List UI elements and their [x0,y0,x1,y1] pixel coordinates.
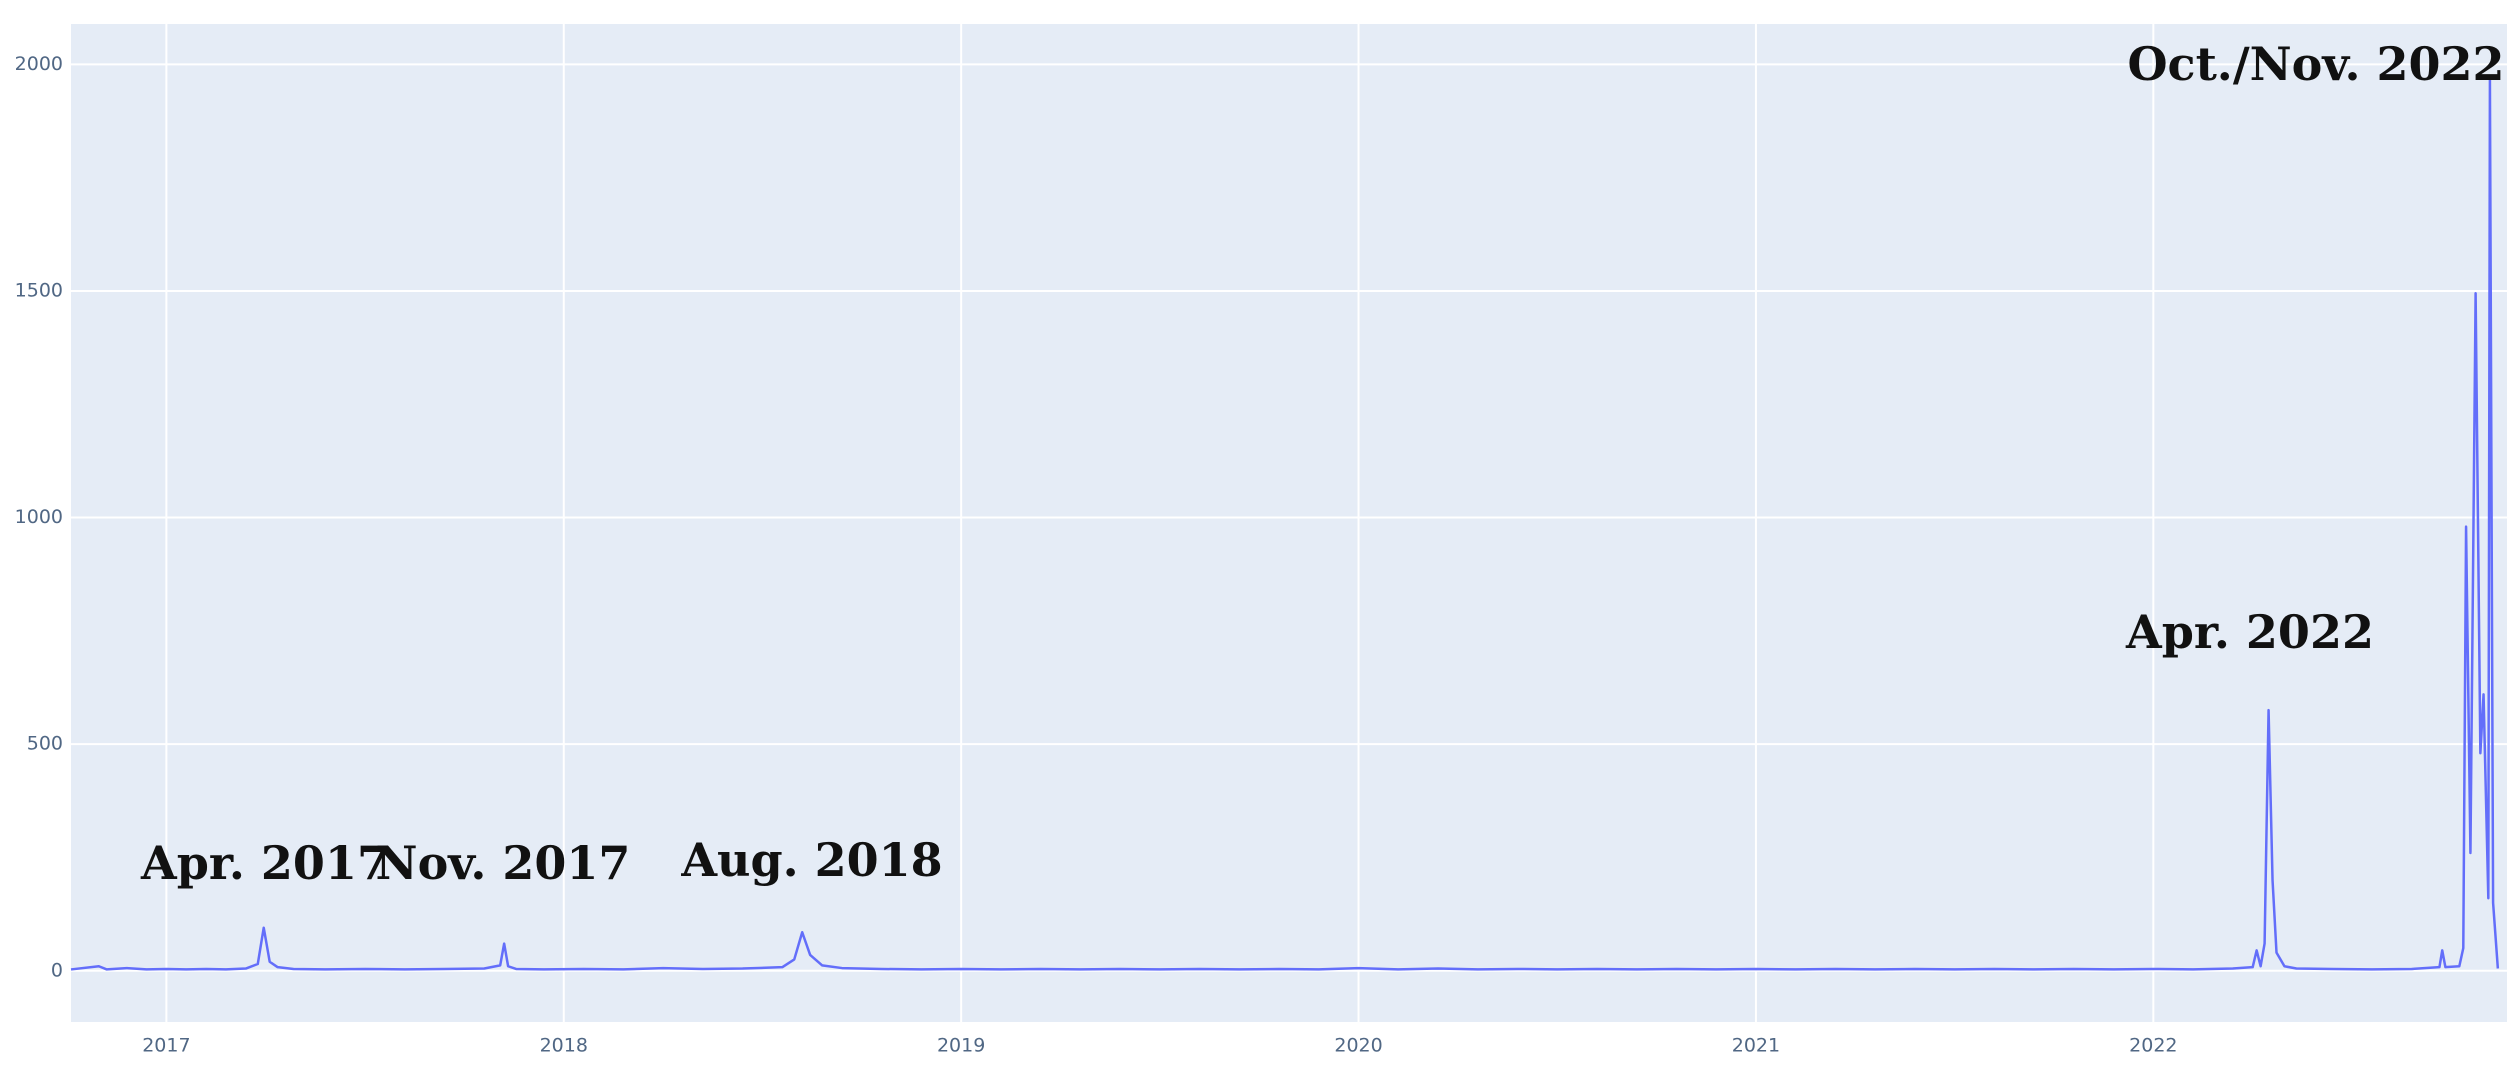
x-tick-label: 2022 [2129,1035,2177,1057]
x-tick-label: 2018 [540,1035,588,1057]
annotation: Oct./Nov. 2022 [2127,37,2504,91]
x-tick-label: 2021 [1732,1035,1780,1057]
y-tick-label: 500 [27,733,63,755]
annotation: Aug. 2018 [680,833,942,887]
plot-area [71,24,2507,1022]
annotation: Apr. 2017 [140,836,389,890]
y-tick-label: 2000 [15,53,63,75]
data-line [70,76,2500,971]
annotation: Nov. 2017 [376,836,631,890]
y-tick-label: 0 [51,959,63,981]
y-tick-label: 1500 [15,279,63,301]
annotation: Apr. 2022 [2125,605,2374,659]
x-tick-label: 2017 [142,1035,190,1057]
x-tick-label: 2019 [937,1035,985,1057]
y-tick-label: 1000 [15,506,63,528]
x-tick-label: 2020 [1334,1035,1382,1057]
